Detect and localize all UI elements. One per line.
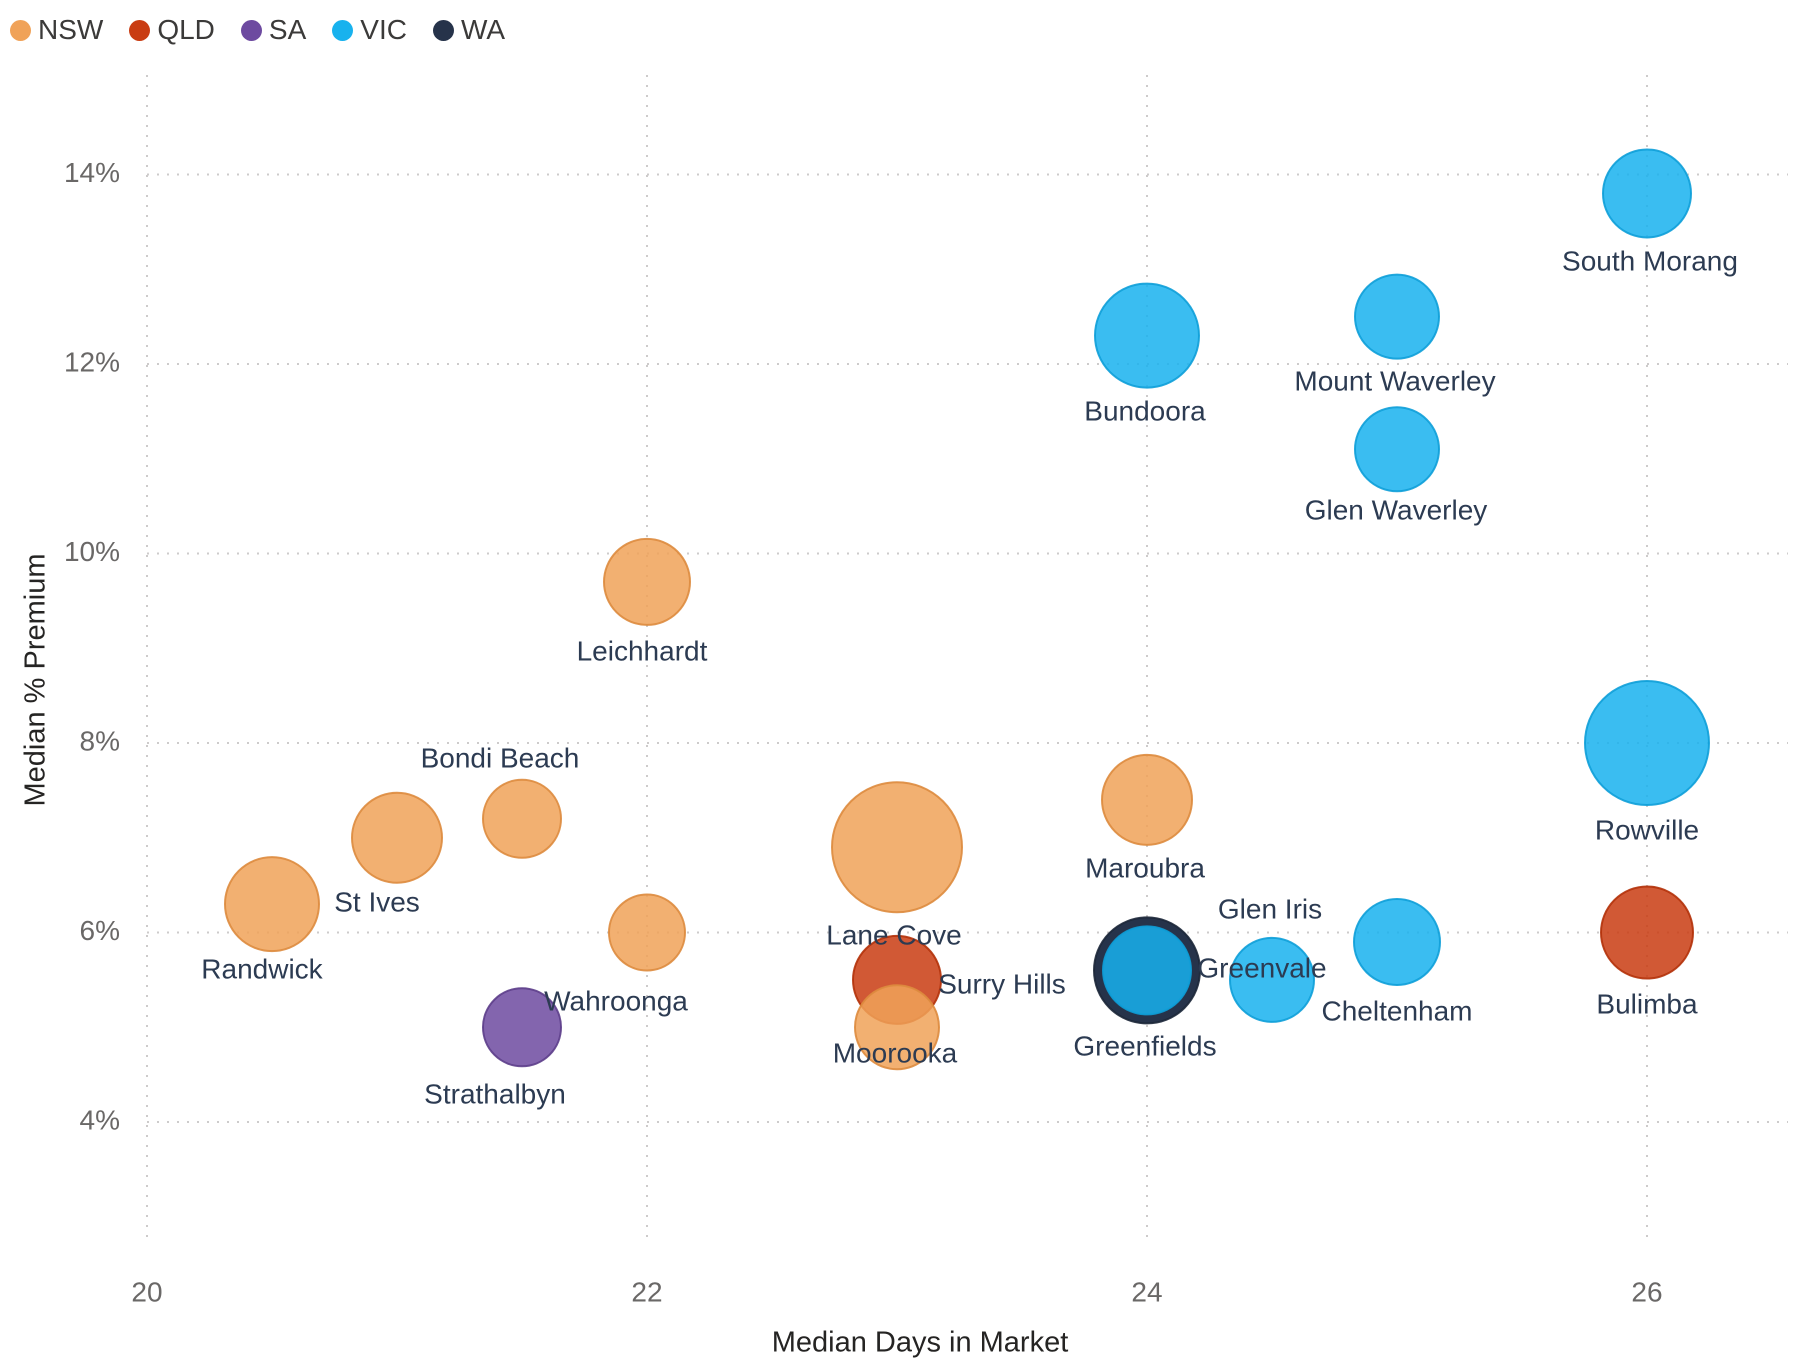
label-bulimba: Bulimba (1596, 988, 1698, 1019)
legend-label: WA (460, 14, 506, 45)
bubble-leichhardt[interactable] (603, 537, 691, 626)
legend-label: SA (268, 14, 307, 45)
legend-dot-icon (10, 19, 31, 41)
bubble-st-ives[interactable] (351, 791, 443, 884)
legend-label: NSW (38, 14, 104, 45)
x-tick-label: 24 (1131, 1276, 1162, 1307)
y-axis-title: Median % Premium (19, 553, 52, 807)
bubble-mount-waverley[interactable] (1354, 273, 1440, 360)
legend-item-vic[interactable]: VIC (332, 14, 407, 46)
y-tick-label: 10% (64, 536, 120, 567)
legend-item-wa[interactable]: WA (432, 14, 506, 46)
bubble-lane-cove[interactable] (831, 781, 963, 914)
legend-item-qld[interactable]: QLD (129, 14, 215, 46)
bubble-cheltenham[interactable] (1353, 897, 1441, 986)
bubble-wahroonga[interactable] (608, 893, 686, 972)
label-st-ives: St Ives (334, 886, 420, 917)
label-rowville: Rowville (1595, 814, 1699, 845)
label-greenvale: Greenvale (1197, 952, 1326, 983)
bubble-south-morang[interactable] (1602, 148, 1692, 239)
legend-dot-icon (240, 19, 262, 41)
x-tick-label: 26 (1631, 1276, 1662, 1307)
y-tick-label: 14% (64, 157, 120, 188)
label-lane-cove: Lane Cove (826, 919, 961, 950)
label-glen-waverley: Glen Waverley (1305, 494, 1488, 525)
label-south-morang: South Morang (1562, 245, 1738, 276)
x-tick-label: 20 (131, 1276, 162, 1307)
bubble-strathalbyn[interactable] (482, 987, 562, 1068)
bubble-surry-hills[interactable] (854, 984, 940, 1071)
label-cheltenham: Cheltenham (1322, 995, 1473, 1026)
y-tick-label: 4% (80, 1104, 120, 1135)
legend-item-sa[interactable]: SA (240, 14, 307, 46)
label-bondi-beach: Bondi Beach (421, 742, 580, 773)
x-tick-label: 22 (631, 1276, 662, 1307)
label-glen-iris: Glen Iris (1218, 893, 1322, 924)
bubble-randwick[interactable] (224, 856, 320, 953)
x-axis-title: Median Days in Market (771, 1326, 1069, 1359)
label-moorooka: Moorooka (833, 1037, 958, 1068)
label-mount-waverley: Mount Waverley (1294, 365, 1495, 396)
label-wahroonga: Wahroonga (544, 985, 688, 1016)
label-surry-hills: Surry Hills (938, 968, 1066, 999)
bubble-bundoora[interactable] (1094, 282, 1200, 389)
legend-item-nsw[interactable]: NSW (10, 14, 103, 46)
bubble-maroubra[interactable] (1101, 753, 1193, 846)
bubble-greenvale[interactable] (1102, 925, 1192, 1016)
y-tick-label: 8% (80, 725, 120, 756)
label-greenfields: Greenfields (1073, 1030, 1216, 1061)
label-randwick: Randwick (201, 953, 323, 984)
bubble-glen-iris[interactable] (1229, 936, 1315, 1023)
label-strathalbyn: Strathalbyn (424, 1078, 566, 1109)
bubble-bondi-beach[interactable] (482, 778, 562, 859)
legend: NSW QLD SA VIC WA (10, 14, 505, 46)
y-tick-label: 6% (80, 915, 120, 946)
label-maroubra: Maroubra (1085, 852, 1205, 883)
bubble-rowville[interactable] (1584, 680, 1710, 806)
legend-label: VIC (360, 14, 407, 45)
legend-dot-icon (129, 19, 151, 41)
y-tick-label: 12% (64, 346, 120, 377)
label-leichhardt: Leichhardt (577, 635, 708, 666)
bubble-glen-waverley[interactable] (1354, 406, 1440, 493)
bubble-bulimba[interactable] (1600, 885, 1694, 980)
legend-label: QLD (157, 14, 215, 45)
legend-dot-icon (332, 19, 354, 41)
label-bundoora: Bundoora (1084, 395, 1206, 426)
legend-dot-icon (432, 19, 454, 41)
